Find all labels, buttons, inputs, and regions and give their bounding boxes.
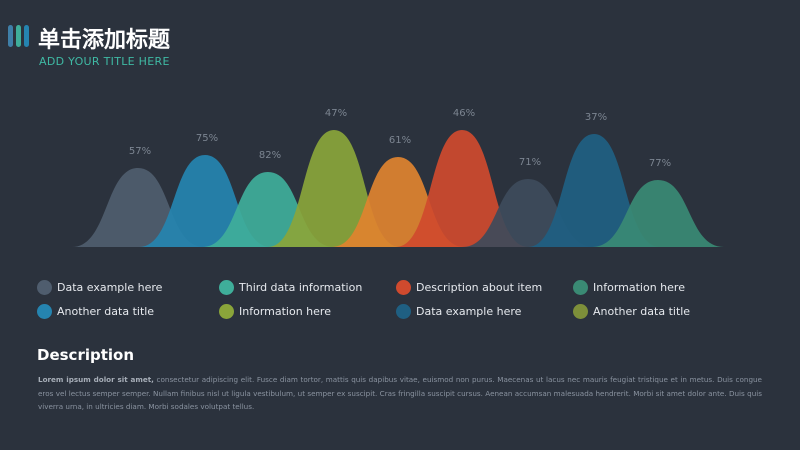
icon-bar: [8, 25, 13, 47]
legend-dot: [396, 304, 411, 319]
icon-bar: [24, 25, 29, 47]
curves: 57% 75% 82% 47% 61% 46% 71% 37% 77%: [72, 108, 724, 247]
legend-dot: [219, 280, 234, 295]
legend-item: Data example here: [37, 280, 162, 295]
legend-dot: [573, 304, 588, 319]
legend-dot: [396, 280, 411, 295]
title: 单击添加标题: [38, 28, 171, 53]
legend-item: Another data title: [573, 304, 690, 319]
peak-label: 71%: [519, 157, 541, 168]
legend-label: Data example here: [57, 281, 163, 294]
peak-label: 37%: [585, 112, 607, 123]
peak-label: 57%: [129, 146, 151, 157]
legend-item: Another data title: [37, 304, 154, 319]
legend-dot: [573, 280, 588, 295]
peak-label: 82%: [259, 150, 281, 161]
description-body: consectetur adipiscing elit. Fusce diam …: [38, 375, 762, 411]
legend-item: Description about item: [396, 280, 542, 295]
peak-label: 46%: [453, 108, 475, 119]
legend-item: Information here: [219, 304, 331, 319]
peak-label: 61%: [389, 135, 411, 146]
legend-label: Third data information: [239, 281, 363, 294]
description-lead: Lorem ipsum dolor sit amet,: [38, 375, 154, 384]
legend-label: Information here: [239, 305, 331, 318]
description-text: Lorem ipsum dolor sit amet, consectetur …: [38, 373, 762, 414]
legend-dot: [37, 304, 52, 319]
legend-item: Data example here: [396, 304, 521, 319]
legend-label: Data example here: [416, 305, 522, 318]
peak-label: 75%: [196, 133, 218, 144]
legend-label: Another data title: [57, 305, 155, 318]
peak-label: 77%: [649, 158, 671, 169]
legend-label: Information here: [593, 281, 685, 294]
legend-label: Another data title: [593, 305, 691, 318]
legend-item: Information here: [573, 280, 685, 295]
legend-dot: [37, 280, 52, 295]
legend-item: Third data information: [219, 280, 362, 295]
subtitle: ADD YOUR TITLE HERE: [39, 55, 170, 68]
description-heading: Description: [37, 346, 135, 364]
peak-label: 47%: [325, 108, 347, 119]
legend-dot: [219, 304, 234, 319]
icon-bar: [16, 25, 21, 47]
legend-label: Description about item: [416, 281, 543, 294]
bell-curve: [592, 180, 724, 247]
